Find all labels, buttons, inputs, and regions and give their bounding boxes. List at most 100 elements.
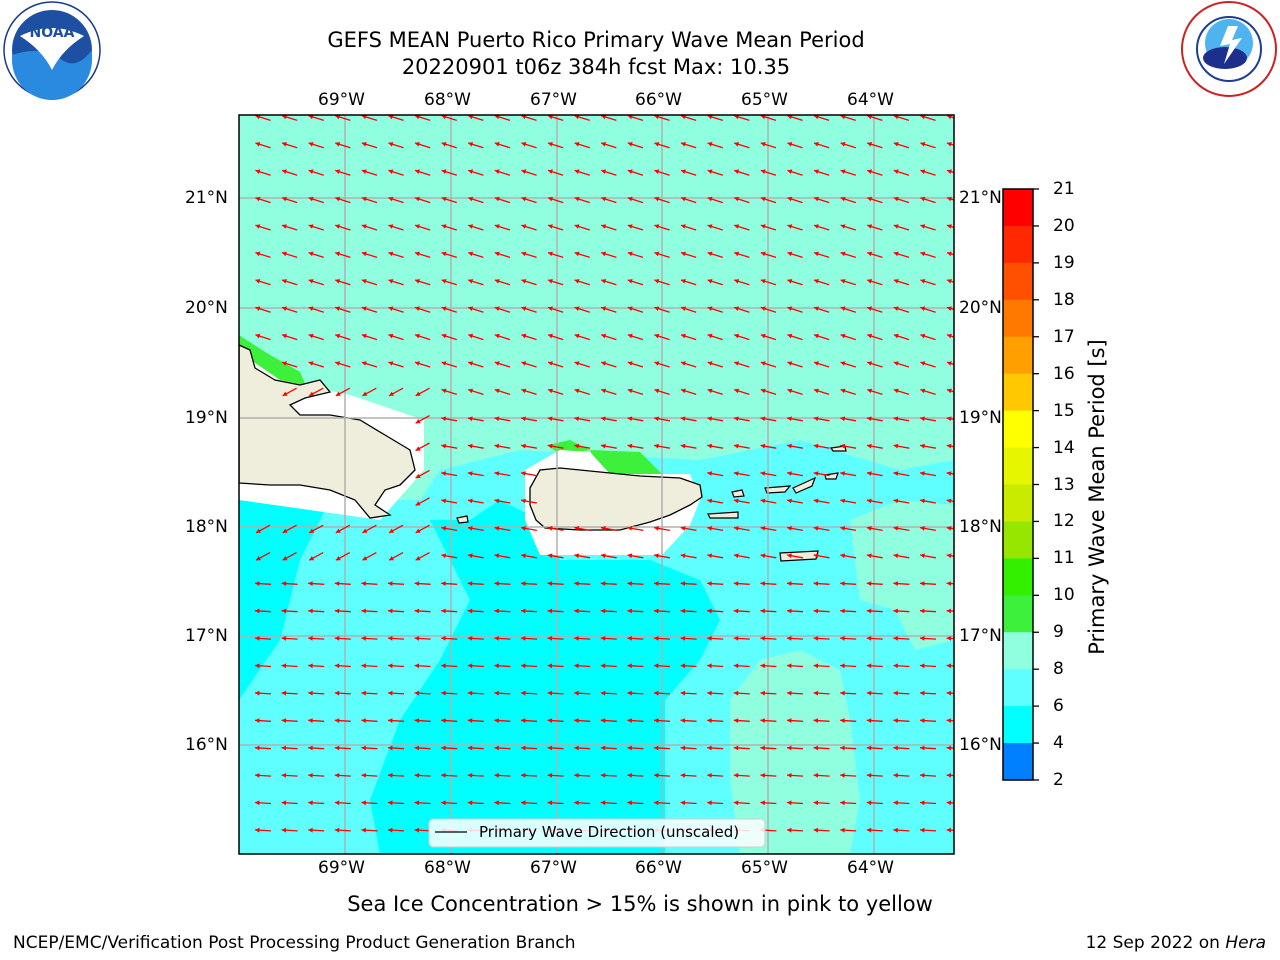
colorbar-tick-label: 18 [1053,289,1075,310]
lon-label-top: 67°W [530,90,577,110]
wave-arrow-head [335,142,341,147]
wave-arrow-head [388,827,393,833]
wave-arrow-head [388,169,394,174]
wave-arrow-head [707,443,713,449]
wave-arrow-head [840,663,845,669]
colorbar-segment [1003,558,1033,596]
wave-arrow-head [281,663,287,669]
wave-arrow-head [414,718,420,723]
wave-arrow-head [415,142,420,147]
wave-arrow-head [255,333,261,339]
wave-arrow-head [441,773,446,778]
wave-arrow-head [308,196,314,202]
wave-arrow-head [282,279,287,284]
wave-arrow-head [707,388,713,394]
wave-arrow-head [335,391,341,396]
wave-arrow-head [468,388,474,394]
wave-arrow-head [388,718,393,723]
colorbar [1003,188,1039,781]
wave-arrow-head [414,690,420,696]
wave-arrow-head [308,773,313,778]
wave-arrow-head [547,718,553,723]
wave-arrow-head [494,306,500,311]
wave-arrow-head [654,388,660,394]
wave-arrow-head [334,800,340,806]
wave-arrow-head [494,361,500,366]
wave-arrow-head [920,169,926,174]
wave-arrow-head [574,608,579,614]
wave-arrow-head [893,718,898,723]
wave-arrow-head [893,279,899,284]
wave-arrow-head [574,636,579,641]
wave-arrow-head [494,800,499,806]
wave-arrow-head [840,636,845,641]
lat-label-left: 20°N [185,298,228,318]
wave-arrow-head [308,361,314,366]
wave-arrow-head [362,391,368,396]
wave-arrow-head [681,306,686,311]
wave-arrow-head [521,553,526,559]
wave-arrow-head [787,169,793,174]
colorbar-tick-label: 19 [1053,252,1075,273]
wave-arrow-head [866,636,872,641]
wave-arrow-head [707,581,712,586]
wave-arrow-head [388,224,394,229]
wave-arrow-head [521,388,527,394]
wave-arrow-head [867,251,873,257]
wave-arrow-head [521,333,527,339]
wave-arrow-head [707,471,713,476]
wave-arrow-head [308,636,313,641]
wave-arrow-head [814,115,819,120]
wave-arrow-head [494,498,500,504]
wave-arrow-head [813,416,819,422]
wave-arrow-head [787,526,792,531]
wave-arrow-head [441,306,447,311]
wave-arrow-head [388,196,394,202]
wave-arrow-head [627,608,632,614]
lat-label-left: 19°N [185,408,228,428]
wave-arrow-head [574,773,579,778]
wave-arrow-head [947,388,952,394]
wave-arrow-head [441,718,446,723]
wave-arrow-head [255,663,260,669]
wave-arrow-head [414,608,420,614]
wave-arrow-head [947,306,952,311]
colorbar-tick-label: 14 [1053,437,1075,458]
wave-arrow-head [389,528,394,533]
wave-arrow-head [920,333,926,339]
wave-arrow-head [920,718,925,723]
wave-arrow-head [813,553,819,559]
wave-arrow-head [654,718,659,723]
wave-arrow-head [680,443,686,449]
wave-arrow-head [787,773,792,778]
wave-arrow-head [361,333,367,339]
wave-arrow-head [893,142,899,147]
lon-label-top: 64°W [847,90,894,110]
wave-arrow-head [733,416,739,422]
wave-arrow-head [920,416,925,422]
wave-arrow-head [946,416,952,422]
wave-arrow-head [733,663,739,669]
wave-arrow-head [494,142,500,147]
wave-arrow-head [840,690,845,696]
wave-arrow-head [866,553,872,559]
wave-arrow-head [335,115,340,120]
wave-arrow-head [308,224,314,229]
colorbar-segment [1003,521,1033,559]
wave-arrow-head [946,690,952,696]
wave-arrow-head [707,196,713,202]
wave-arrow-head [866,608,872,614]
wave-arrow-head [334,718,340,723]
wave-arrow-head [334,773,340,778]
wave-arrow-head [441,663,446,669]
wave-arrow-head [521,443,526,449]
wave-arrow-head [494,553,500,559]
wave-arrow-head [415,528,421,533]
wave-arrow-head [441,690,446,696]
wave-arrow-head [680,773,686,778]
lat-label-right: 17°N [959,626,1002,646]
wave-arrow-head [627,636,632,641]
wave-arrow-head [946,498,952,504]
wave-arrow-head [734,306,740,311]
wave-arrow-head [467,553,473,559]
